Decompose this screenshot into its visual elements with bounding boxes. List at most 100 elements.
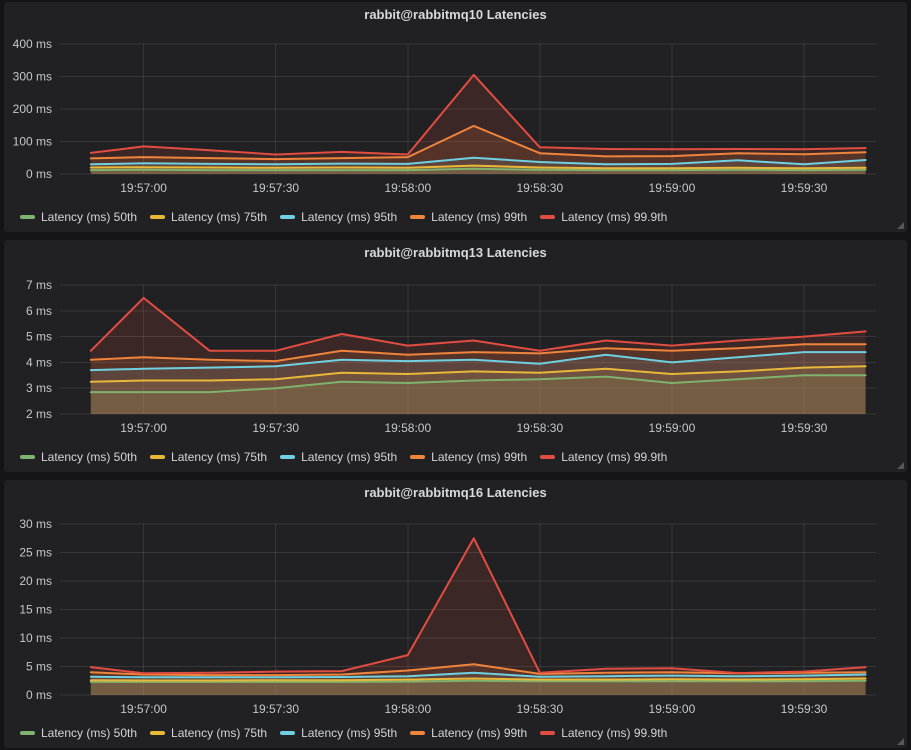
y-axis-tick-label: 10 ms — [19, 631, 52, 645]
legend-label: Latency (ms) 99.9th — [561, 210, 668, 224]
x-axis-tick-label: 19:59:30 — [781, 702, 828, 716]
series-line — [89, 374, 867, 394]
series-line — [89, 124, 867, 161]
x-axis-tick-label: 19:57:00 — [120, 702, 167, 716]
legend-label: Latency (ms) 75th — [171, 450, 268, 464]
series-color-icon — [540, 455, 556, 459]
legend-label: Latency (ms) 50th — [41, 210, 138, 224]
legend-label: Latency (ms) 50th — [41, 450, 138, 464]
series-line — [89, 677, 867, 682]
y-axis-tick-label: 7 ms — [26, 278, 52, 292]
legend-item[interactable]: Latency (ms) 50th — [20, 726, 137, 740]
resize-handle-icon[interactable] — [897, 462, 904, 469]
legend-label: Latency (ms) 95th — [301, 450, 398, 464]
y-axis-tick-label: 100 ms — [13, 135, 52, 149]
y-axis-tick-label: 0 ms — [26, 167, 52, 181]
x-axis-tick-label: 19:59:30 — [781, 421, 828, 435]
y-axis-tick-label: 4 ms — [26, 355, 52, 369]
series-line — [89, 537, 867, 675]
y-axis-tick-label: 5 ms — [26, 330, 52, 344]
series-color-icon — [540, 215, 556, 219]
x-axis-tick-label: 19:58:00 — [384, 421, 431, 435]
y-axis-tick-label: 30 ms — [19, 517, 52, 531]
panel-title[interactable]: rabbit@rabbitmq10 Latencies — [364, 7, 547, 22]
legend-item[interactable]: Latency (ms) 50th — [20, 210, 137, 224]
series-color-icon — [20, 455, 35, 459]
legend-item[interactable]: Latency (ms) 95th — [280, 726, 397, 740]
series-color-icon — [410, 215, 426, 219]
legend-item[interactable]: Latency (ms) 95th — [280, 450, 397, 464]
legend-item[interactable]: Latency (ms) 50th — [20, 450, 137, 464]
legend-label: Latency (ms) 99.9th — [561, 726, 668, 740]
series-area — [90, 366, 866, 414]
x-axis-tick-label: 19:57:30 — [252, 421, 299, 435]
y-axis-tick-label: 15 ms — [19, 603, 52, 617]
legend-label: Latency (ms) 75th — [171, 210, 268, 224]
x-axis-tick-label: 19:57:00 — [120, 421, 167, 435]
series-line — [89, 343, 867, 363]
legend-label: Latency (ms) 95th — [301, 210, 398, 224]
x-axis-tick-label: 19:58:00 — [384, 181, 431, 195]
resize-handle-icon[interactable] — [897, 222, 904, 229]
x-axis-tick-label: 19:58:30 — [516, 181, 563, 195]
series-line — [89, 671, 867, 679]
resize-handle-icon[interactable] — [897, 738, 904, 745]
x-axis-tick-label: 19:57:30 — [252, 702, 299, 716]
series-color-icon — [150, 455, 166, 459]
y-axis-tick-label: 25 ms — [19, 546, 52, 560]
x-axis-tick-label: 19:58:00 — [384, 702, 431, 716]
legend-item[interactable]: Latency (ms) 75th — [150, 210, 267, 224]
x-axis-tick-label: 19:57:30 — [252, 181, 299, 195]
x-axis-tick-label: 19:58:30 — [516, 421, 563, 435]
latency-graph[interactable]: 2 ms 3 ms 4 ms 5 ms 6 ms 7 ms 19:57:00 19:57:30… — [4, 240, 907, 472]
series-line — [89, 73, 867, 156]
x-axis-tick-label: 19:59:00 — [649, 421, 696, 435]
series-area — [90, 680, 866, 695]
series-area — [90, 125, 866, 174]
legend: Latency (ms) 50th Latency (ms) 75th Latenc… — [20, 726, 667, 740]
y-axis-tick-label: 200 ms — [13, 102, 52, 116]
series-line — [89, 679, 867, 683]
y-axis-tick-label: 0 ms — [26, 688, 52, 702]
series-area — [90, 375, 866, 414]
series-color-icon — [410, 455, 426, 459]
legend-label: Latency (ms) 99th — [431, 726, 528, 740]
series-color-icon — [150, 731, 166, 735]
series-line — [89, 164, 867, 170]
series-area — [90, 538, 866, 695]
y-axis-tick-label: 6 ms — [26, 304, 52, 318]
legend-item[interactable]: Latency (ms) 99th — [410, 726, 527, 740]
panel-title[interactable]: rabbit@rabbitmq16 Latencies — [364, 485, 547, 500]
legend-item[interactable]: Latency (ms) 99th — [410, 210, 527, 224]
y-axis-tick-label: 400 ms — [13, 37, 52, 51]
legend-label: Latency (ms) 99.9th — [561, 450, 668, 464]
legend-label: Latency (ms) 99th — [431, 210, 528, 224]
y-axis-tick-label: 5 ms — [26, 660, 52, 674]
x-axis-tick-label: 19:58:30 — [516, 702, 563, 716]
series-area — [90, 664, 866, 695]
legend-item[interactable]: Latency (ms) 75th — [150, 726, 267, 740]
legend-item[interactable]: Latency (ms) 99th — [410, 450, 527, 464]
x-axis-tick-label: 19:59:00 — [649, 181, 696, 195]
legend-label: Latency (ms) 75th — [171, 726, 268, 740]
legend-label: Latency (ms) 50th — [41, 726, 138, 740]
latency-graph[interactable]: 0 ms 5 ms 10 ms 15 ms 20 ms 25 ms 30 ms 19:57:0… — [4, 480, 907, 748]
panel-title[interactable]: rabbit@rabbitmq13 Latencies — [364, 245, 547, 260]
legend-item[interactable]: Latency (ms) 99.9th — [540, 210, 667, 224]
series-area — [90, 74, 866, 174]
legend-item[interactable]: Latency (ms) 99.9th — [540, 450, 667, 464]
series-line — [89, 365, 867, 383]
latency-graph[interactable]: 0 ms 100 ms 200 ms 300 ms 400 ms 19:57:00 19:5… — [4, 2, 907, 232]
legend: Latency (ms) 50th Latency (ms) 75th Latenc… — [20, 450, 667, 464]
series-color-icon — [280, 731, 296, 735]
legend: Latency (ms) 50th Latency (ms) 75th Latenc… — [20, 210, 667, 224]
series-line — [89, 167, 867, 172]
series-area — [90, 352, 866, 414]
series-line — [89, 156, 867, 166]
legend-item[interactable]: Latency (ms) 75th — [150, 450, 267, 464]
series-color-icon — [540, 731, 556, 735]
legend-item[interactable]: Latency (ms) 99.9th — [540, 726, 667, 740]
legend-item[interactable]: Latency (ms) 95th — [280, 210, 397, 224]
series-color-icon — [20, 731, 35, 735]
